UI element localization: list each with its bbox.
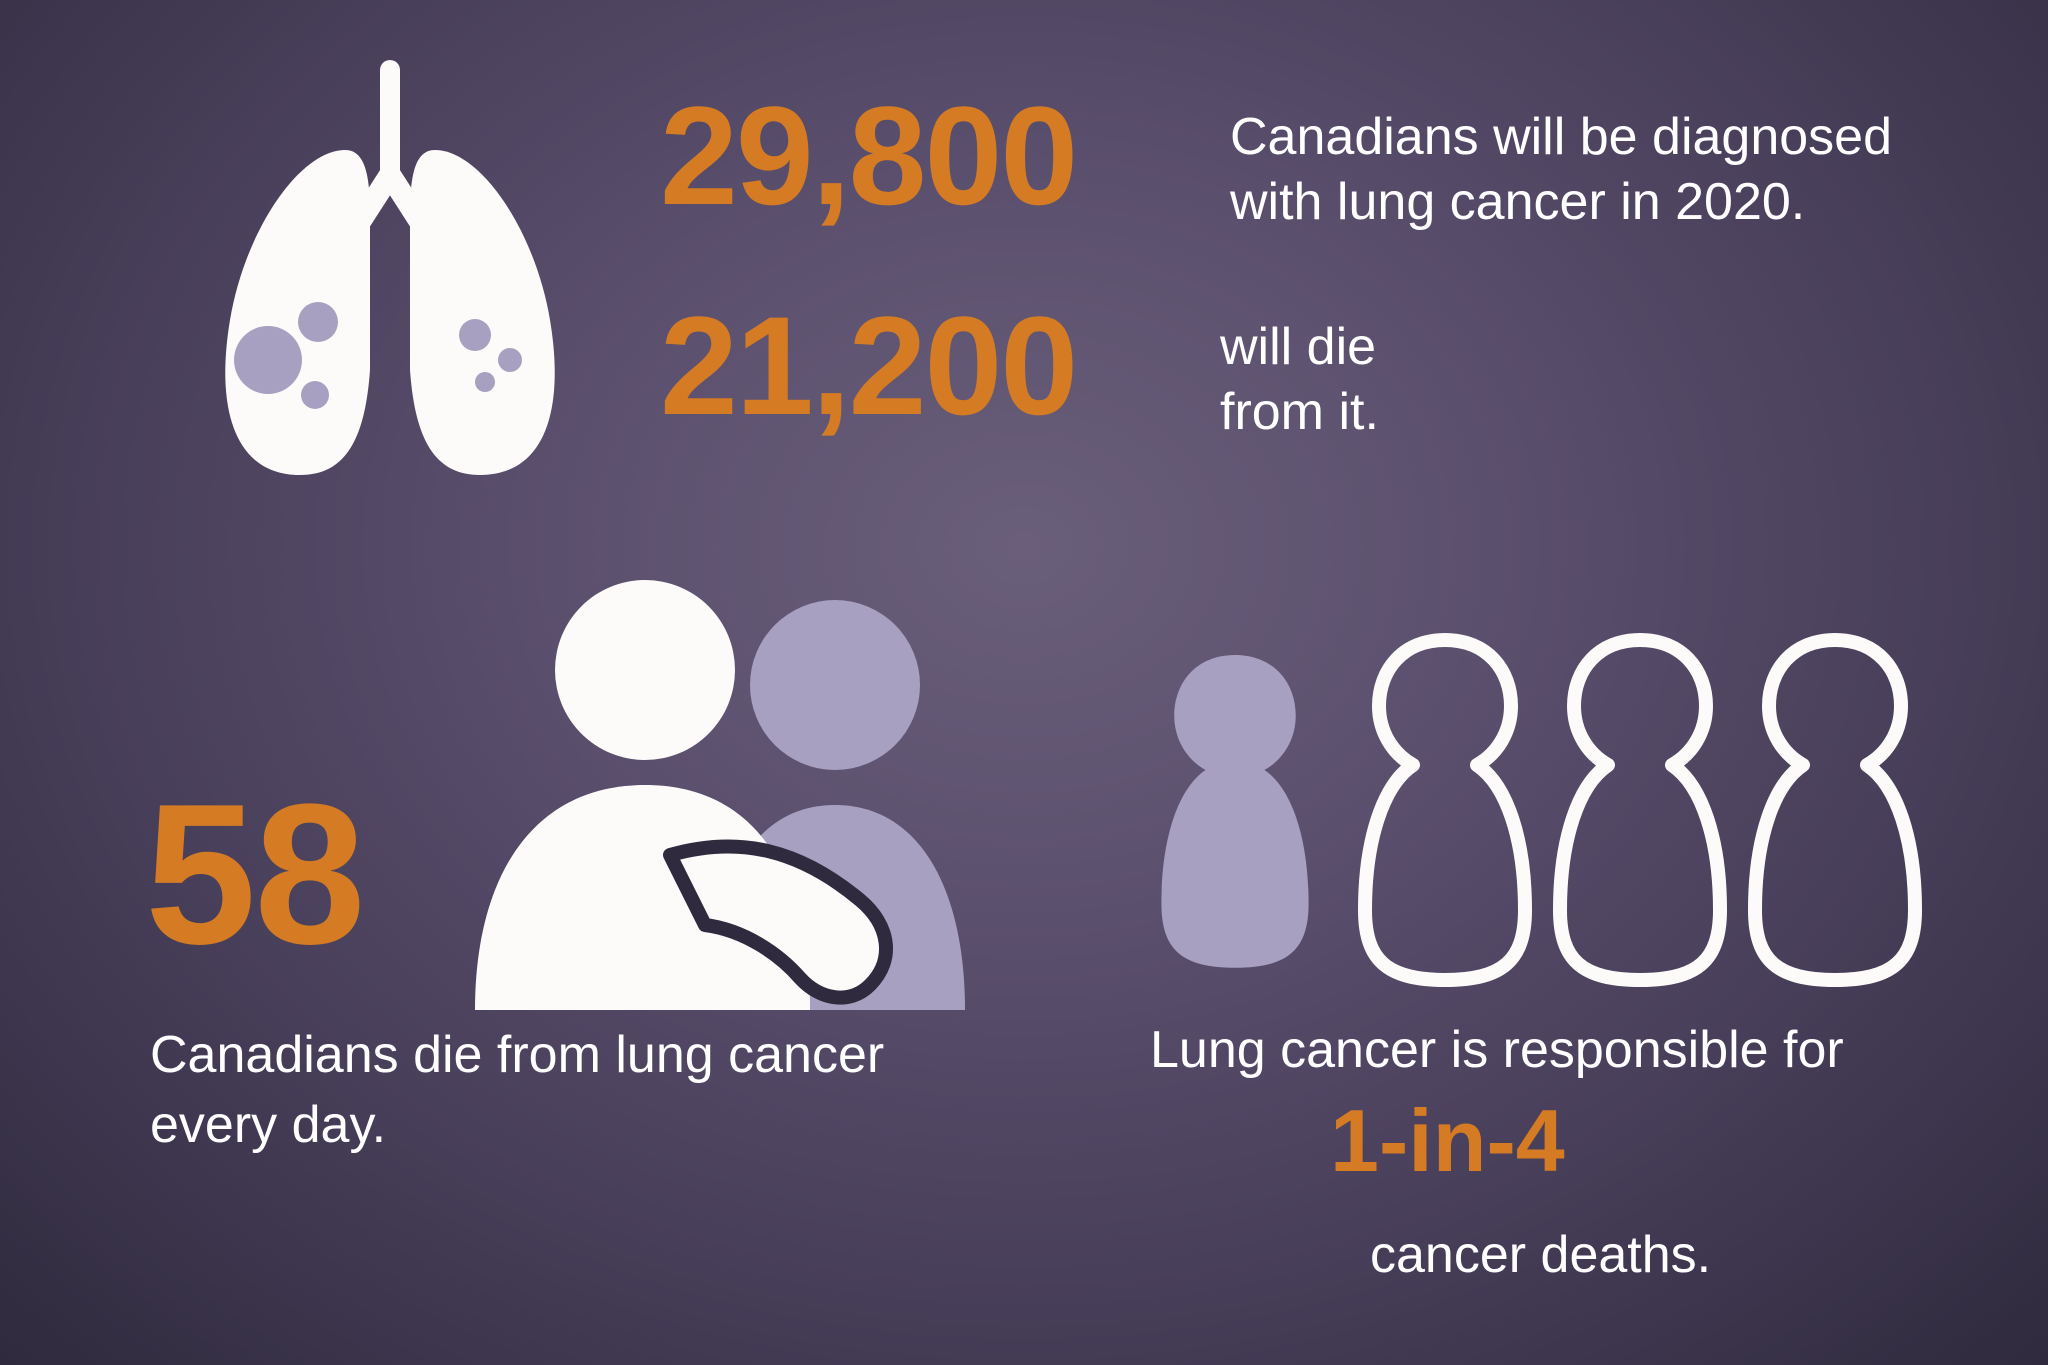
stat-diagnosed-desc: Canadians will be diagnosed with lung ca… bbox=[1230, 105, 1892, 235]
stat-daily-deaths-desc: Canadians die from lung cancer every day… bbox=[150, 1020, 884, 1160]
person-figure bbox=[1755, 640, 1915, 980]
person-figure bbox=[1365, 640, 1525, 980]
text-line: every day. bbox=[150, 1090, 884, 1160]
text-line: Canadians will be diagnosed bbox=[1230, 105, 1892, 170]
text-line: Canadians die from lung cancer bbox=[150, 1020, 884, 1090]
text-line: with lung cancer in 2020. bbox=[1230, 170, 1892, 235]
lungs-icon bbox=[190, 60, 590, 490]
stat-deaths-desc: will die from it. bbox=[1220, 315, 1379, 445]
people-comfort-icon bbox=[440, 580, 1000, 1010]
ratio-bottom-desc: cancer deaths. bbox=[1370, 1225, 1711, 1285]
stat-daily-deaths-value: 58 bbox=[145, 760, 363, 990]
text-line: from it. bbox=[1220, 380, 1379, 445]
person-figure bbox=[1560, 640, 1720, 980]
one-in-four-figures bbox=[1150, 630, 1930, 990]
ratio-value: 1-in-4 bbox=[1330, 1090, 1565, 1192]
text-line: will die bbox=[1220, 315, 1379, 380]
stat-deaths-value: 21,200 bbox=[660, 285, 1076, 447]
person-figure bbox=[1161, 655, 1308, 968]
ratio-top-desc: Lung cancer is responsible for bbox=[1150, 1020, 1844, 1080]
stat-diagnosed-value: 29,800 bbox=[660, 75, 1076, 237]
